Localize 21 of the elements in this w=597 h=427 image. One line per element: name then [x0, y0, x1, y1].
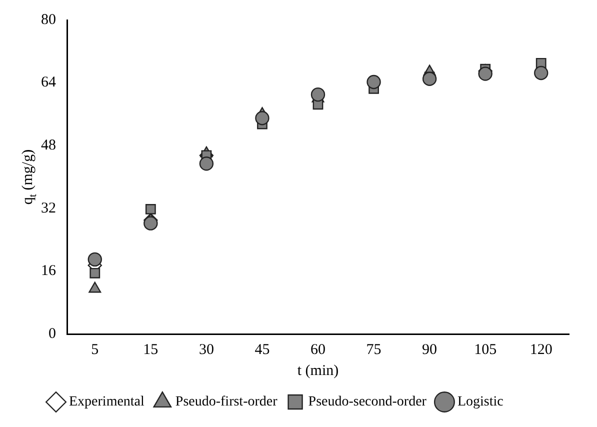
y-tick-label: 80 — [41, 12, 56, 28]
x-tick-label: 30 — [198, 342, 214, 358]
y-tick-label: 32 — [41, 200, 56, 216]
x-tick-label: 105 — [474, 342, 497, 358]
x-tick-label: 45 — [254, 342, 270, 358]
legend-label: Experimental — [69, 394, 145, 410]
y-tick-label: 0 — [48, 326, 56, 342]
y-tick-label: 16 — [41, 263, 56, 280]
legend-label: Pseudo-second-order — [308, 394, 427, 410]
legend-label: Pseudo-first-order — [175, 394, 278, 410]
x-tick-label: 90 — [422, 342, 438, 358]
x-tick-label: 15 — [143, 342, 158, 358]
x-tick-label: 5 — [91, 342, 99, 358]
x-tick-label: 60 — [310, 342, 326, 358]
y-tick-label: 64 — [41, 74, 56, 91]
y-axis-title: qt (mg/g) — [20, 149, 39, 205]
x-tick-label: 120 — [530, 342, 552, 358]
legend-label: Logistic — [457, 394, 504, 410]
x-tick-label: 75 — [366, 342, 382, 358]
x-axis-title: t (min) — [297, 362, 339, 379]
y-tick-label: 48 — [41, 138, 56, 154]
